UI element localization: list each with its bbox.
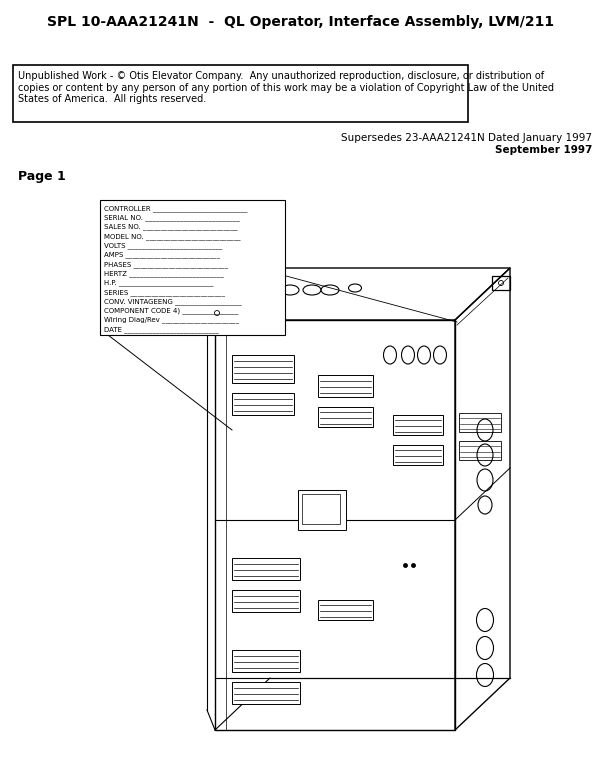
Text: HERTZ ___________________________: HERTZ ___________________________ bbox=[104, 270, 224, 277]
Bar bbox=[232, 558, 300, 580]
Text: SALES NO. ___________________________: SALES NO. ___________________________ bbox=[104, 223, 238, 230]
Bar bbox=[100, 200, 285, 335]
Text: Page 1: Page 1 bbox=[18, 170, 66, 183]
Bar bbox=[393, 415, 443, 435]
Bar bbox=[318, 375, 373, 397]
Bar bbox=[393, 445, 443, 465]
Bar bbox=[232, 682, 300, 704]
Bar bbox=[302, 494, 340, 524]
Text: VOLTS ___________________________: VOLTS ___________________________ bbox=[104, 242, 223, 249]
Text: CONTROLLER ___________________________: CONTROLLER ___________________________ bbox=[104, 205, 247, 212]
Text: DATE ___________________________: DATE ___________________________ bbox=[104, 326, 219, 333]
Text: Unpublished Work - © Otis Elevator Company.  Any unauthorized reproduction, disc: Unpublished Work - © Otis Elevator Compa… bbox=[18, 71, 554, 104]
Text: CONV. VINTAGEENG ___________________: CONV. VINTAGEENG ___________________ bbox=[104, 298, 242, 305]
Bar bbox=[232, 393, 294, 415]
Text: H.P. ___________________________: H.P. ___________________________ bbox=[104, 279, 213, 286]
Text: SERIES ___________________________: SERIES ___________________________ bbox=[104, 289, 225, 296]
Bar bbox=[13, 65, 468, 122]
Text: Wiring Diag/Rev ______________________: Wiring Diag/Rev ______________________ bbox=[104, 317, 239, 324]
Bar bbox=[232, 355, 294, 383]
Bar bbox=[298, 490, 346, 530]
Text: COMPONENT CODE 4) ________________: COMPONENT CODE 4) ________________ bbox=[104, 307, 238, 314]
Text: PHASES ___________________________: PHASES ___________________________ bbox=[104, 261, 228, 268]
Bar bbox=[318, 600, 373, 620]
Text: SERIAL NO. ___________________________: SERIAL NO. ___________________________ bbox=[104, 214, 240, 221]
Text: AMPS ___________________________: AMPS ___________________________ bbox=[104, 251, 220, 258]
Text: SPL 10-AAA21241N  -  QL Operator, Interface Assembly, LVM/211: SPL 10-AAA21241N - QL Operator, Interfac… bbox=[48, 15, 555, 29]
Bar bbox=[232, 650, 300, 672]
Bar bbox=[232, 590, 300, 612]
Text: MODEL NO. ___________________________: MODEL NO. ___________________________ bbox=[104, 233, 241, 240]
Text: September 1997: September 1997 bbox=[494, 145, 592, 155]
Text: Supersedes 23-AAA21241N Dated January 1997: Supersedes 23-AAA21241N Dated January 19… bbox=[341, 133, 592, 143]
Bar bbox=[318, 407, 373, 427]
